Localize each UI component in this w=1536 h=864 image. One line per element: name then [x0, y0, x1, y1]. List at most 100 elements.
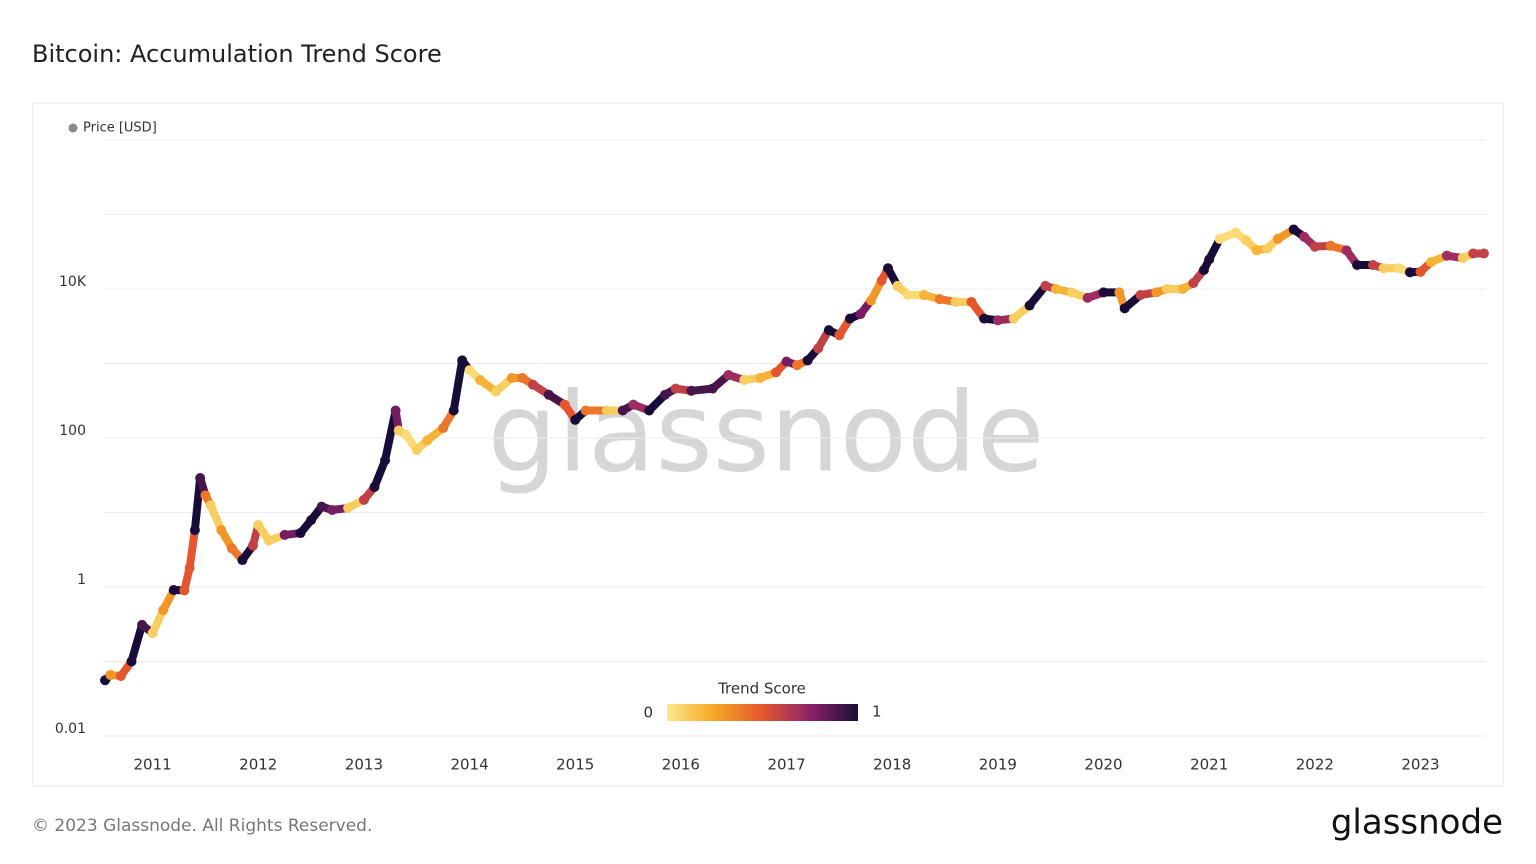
- legend-label: Price [USD]: [83, 121, 157, 136]
- price-point: [802, 355, 813, 366]
- price-point: [438, 423, 449, 434]
- x-tick-label: 2018: [873, 756, 911, 774]
- price-point: [707, 383, 718, 394]
- logo: glassnode: [1331, 803, 1503, 843]
- price-point: [876, 275, 887, 286]
- chart-frame: [32, 102, 1504, 787]
- price-point: [1251, 245, 1262, 256]
- y-tick-label: 100: [59, 423, 86, 439]
- price-point: [559, 399, 570, 410]
- x-tick-label: 2017: [767, 756, 805, 774]
- price-point: [1468, 248, 1479, 259]
- price-point: [279, 529, 290, 540]
- colorbar-title: Trend Score: [717, 680, 806, 698]
- price-point: [390, 405, 401, 416]
- price-point: [644, 405, 655, 416]
- price-point: [380, 455, 391, 466]
- price-point: [918, 290, 929, 301]
- price-point: [966, 296, 977, 307]
- price-point: [823, 325, 834, 336]
- x-tick-label: 2021: [1190, 756, 1228, 774]
- price-point: [457, 355, 468, 366]
- price-point: [226, 543, 237, 554]
- x-tick-label: 2019: [979, 756, 1017, 774]
- colorbar: [667, 704, 858, 721]
- price-point: [253, 519, 264, 530]
- x-tick-label: 2022: [1296, 756, 1334, 774]
- price-point: [327, 505, 338, 516]
- price-point: [660, 389, 671, 400]
- price-point: [1352, 259, 1363, 270]
- price-point: [205, 500, 216, 511]
- y-tick-label: 1: [77, 572, 86, 588]
- price-point: [617, 405, 628, 416]
- price-point: [1114, 287, 1125, 298]
- price-point: [813, 343, 824, 354]
- price-point: [263, 535, 274, 546]
- price-point: [1404, 267, 1415, 278]
- price-point: [343, 502, 354, 513]
- trend-segment: [449, 356, 467, 415]
- price-point: [1299, 231, 1310, 242]
- price-point: [903, 290, 914, 301]
- price-point: [628, 399, 639, 410]
- price-point: [1119, 303, 1130, 314]
- x-tick-label: 2016: [662, 756, 700, 774]
- price-point: [1288, 224, 1299, 235]
- price-point: [475, 375, 486, 386]
- price-point: [195, 473, 206, 484]
- price-point: [1394, 263, 1405, 274]
- price-point: [1478, 248, 1489, 259]
- price-point: [866, 295, 877, 306]
- price-point: [1457, 253, 1468, 264]
- price-point: [147, 628, 158, 639]
- price-point: [882, 263, 893, 274]
- x-tick-label: 2023: [1401, 756, 1439, 774]
- price-point: [490, 386, 501, 397]
- price-point: [247, 540, 258, 551]
- price-point: [401, 429, 412, 440]
- price-point: [126, 656, 137, 667]
- price-point: [950, 296, 961, 307]
- price-point: [1040, 280, 1051, 291]
- price-point: [179, 585, 190, 596]
- price-point: [739, 375, 750, 386]
- price-point: [1008, 313, 1019, 324]
- price-point: [601, 405, 612, 416]
- copyright: © 2023 Glassnode. All Rights Reserved.: [32, 816, 372, 836]
- price-point: [1188, 278, 1199, 289]
- price-point: [1066, 287, 1077, 298]
- x-tick-label: 2011: [134, 756, 172, 774]
- legend-marker: [68, 123, 78, 133]
- y-tick-label: 10K: [59, 274, 87, 290]
- price-point: [105, 669, 116, 680]
- price-point: [543, 389, 554, 400]
- price-point: [781, 356, 792, 367]
- price-point: [979, 313, 990, 324]
- price-point: [168, 585, 179, 596]
- price-point: [189, 525, 200, 536]
- x-tick-label: 2020: [1084, 756, 1122, 774]
- price-point: [1082, 292, 1093, 303]
- price-point: [792, 360, 803, 371]
- price-point: [1198, 264, 1209, 275]
- price-point: [237, 555, 248, 566]
- price-point: [844, 313, 855, 324]
- price-point: [570, 414, 581, 425]
- price-point: [316, 501, 327, 512]
- x-tick-label: 2013: [345, 756, 383, 774]
- trend-segment: [127, 620, 147, 666]
- price-point: [1214, 233, 1225, 244]
- price-point: [1204, 254, 1215, 265]
- price-point: [393, 425, 404, 436]
- x-tick-label: 2012: [239, 756, 277, 774]
- colorbar-max: 1: [872, 703, 882, 721]
- price-point: [506, 372, 517, 383]
- price-point: [422, 435, 433, 446]
- price-point: [855, 309, 866, 320]
- price-point: [184, 562, 195, 573]
- price-point: [464, 365, 475, 376]
- watermark: glassnode: [488, 368, 1045, 496]
